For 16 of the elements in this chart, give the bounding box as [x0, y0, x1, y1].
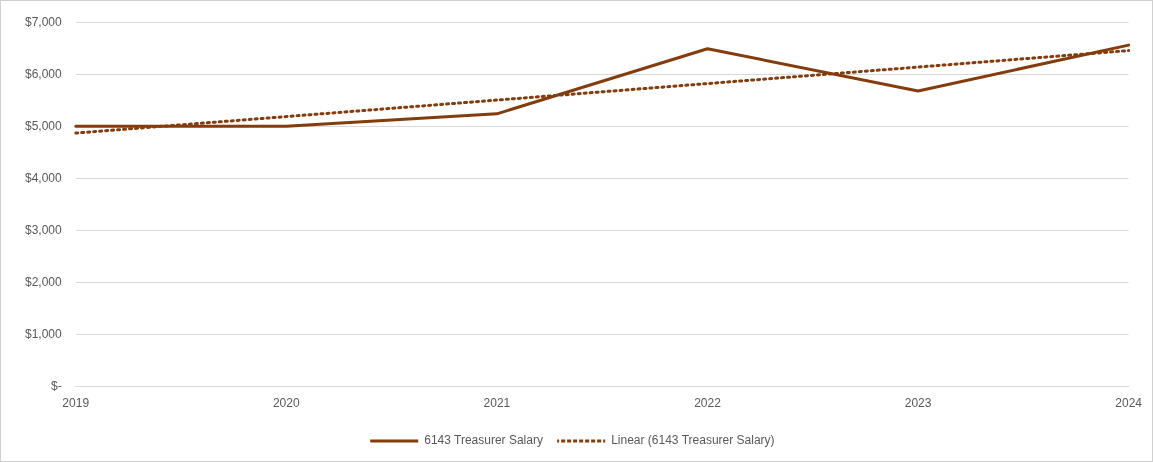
y-tick-label: $7,000: [25, 14, 63, 29]
x-tick-label: 2019: [62, 396, 90, 411]
y-tick-label: $1,000: [25, 326, 63, 341]
y-tick-label: $4,000: [25, 170, 63, 185]
y-tick-label: $-: [51, 378, 62, 393]
x-tick-label: 2021: [483, 396, 511, 411]
legend-label: Linear (6143 Treasurer Salary): [611, 433, 775, 448]
y-tick-label: $3,000: [25, 222, 63, 237]
y-tick-label: $6,000: [25, 66, 63, 81]
y-tick-label: $5,000: [25, 118, 63, 133]
y-tick-label: $2,000: [25, 274, 63, 289]
x-tick-label: 2022: [694, 396, 722, 411]
x-tick-label: 2024: [1115, 396, 1143, 411]
x-tick-label: 2020: [272, 396, 300, 411]
x-tick-label: 2023: [904, 396, 932, 411]
legend-label: 6143 Treasurer Salary: [424, 433, 543, 448]
